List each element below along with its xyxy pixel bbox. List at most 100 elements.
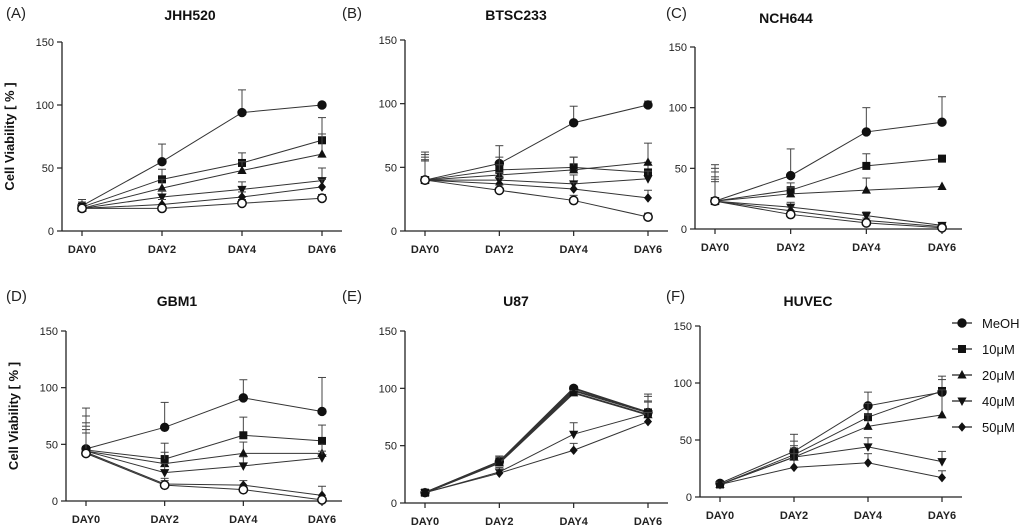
data-point: [569, 430, 579, 440]
series-line: [424, 161, 649, 181]
x-tick-label: DAY4: [852, 242, 881, 254]
y-tick-label: 50: [42, 163, 54, 175]
x-tick-label: DAY2: [776, 242, 804, 254]
panel-letter: (B): [342, 5, 362, 22]
data-point: [238, 462, 248, 471]
x-tick-label: DAY6: [928, 242, 956, 254]
series-1: [710, 96, 947, 206]
data-point: [237, 185, 247, 195]
y-tick-label: 100: [379, 99, 397, 111]
y-tick-label: 50: [46, 439, 58, 451]
y-tick-label: 50: [680, 435, 692, 447]
series-2: [78, 117, 326, 212]
series-3: [420, 142, 653, 184]
data-point: [938, 154, 946, 163]
x-tick-label: DAY0: [72, 514, 100, 526]
series-line: [424, 179, 649, 218]
series-line: [82, 197, 323, 209]
series-line: [85, 434, 323, 460]
data-point: [77, 203, 87, 214]
y-tick-label: 100: [379, 383, 397, 395]
x-tick-label: DAY6: [308, 244, 336, 256]
x-tick-label: DAY2: [150, 514, 178, 526]
data-point: [568, 195, 579, 206]
panel-letter: (A): [6, 5, 26, 22]
data-point: [157, 193, 167, 202]
panel-letter: (F): [666, 288, 685, 305]
y-tick-label: 150: [674, 321, 692, 333]
data-point: [710, 196, 720, 207]
y-tick-label: 100: [36, 100, 54, 112]
series-2: [716, 379, 946, 489]
data-point: [864, 458, 872, 468]
x-tick-label: DAY2: [485, 516, 513, 528]
y-tick-label: 150: [40, 326, 58, 338]
legend-label: 10μM: [982, 342, 1015, 357]
legend-marker: [957, 397, 967, 406]
chart-panel-huvec: (F) HUVEC 0 50 100 150 DAY0 DAY2 DAY4 DAY6: [666, 288, 962, 522]
series-6: [420, 160, 653, 222]
y-tick-label: 50: [385, 441, 397, 453]
data-point: [420, 175, 430, 186]
data-point: [569, 445, 578, 456]
data-point: [785, 209, 796, 220]
data-point: [237, 165, 247, 175]
data-point: [238, 484, 249, 495]
data-point: [238, 192, 246, 202]
series-6: [77, 193, 327, 214]
chart-title: JHH520: [164, 7, 216, 23]
series-4: [81, 425, 327, 478]
data-point: [318, 182, 326, 192]
data-point: [863, 421, 873, 430]
series-line: [81, 186, 323, 209]
series-line: [81, 104, 323, 207]
series-4: [715, 437, 947, 490]
data-point: [494, 185, 505, 196]
series-line: [714, 200, 943, 229]
series-line: [719, 391, 943, 484]
series-line: [85, 397, 323, 450]
data-point: [786, 188, 796, 198]
x-tick-label: DAY4: [228, 244, 257, 256]
series-line: [81, 153, 323, 209]
x-tick-label: DAY6: [928, 510, 956, 522]
y-axis-label: Cell Viability [ % ]: [2, 82, 17, 190]
data-point: [568, 118, 579, 128]
data-point: [937, 222, 947, 233]
data-point: [317, 100, 327, 110]
legend-item: 10μM: [952, 342, 1015, 357]
data-point: [938, 472, 946, 483]
series-3: [710, 171, 947, 205]
x-tick-label: DAY0: [706, 510, 734, 522]
data-point: [937, 181, 947, 191]
legend-item: 20μM: [952, 368, 1015, 383]
y-axis-label: Cell Viability [ % ]: [6, 362, 21, 470]
data-point: [81, 448, 91, 459]
y-tick-label: 0: [681, 224, 687, 236]
series-line: [85, 450, 322, 465]
series-line: [719, 446, 943, 485]
legend-item: 40μM: [952, 394, 1015, 409]
data-point: [237, 198, 247, 209]
legend-marker: [958, 422, 966, 432]
legend: MeOH 10μM 20μM 40μM 50μM: [952, 316, 1020, 435]
series-1: [715, 375, 947, 489]
series-line: [424, 179, 649, 199]
x-tick-label: DAY0: [701, 242, 729, 254]
data-point: [160, 469, 170, 478]
x-tick-label: DAY6: [634, 244, 662, 256]
chart-title: BTSC233: [485, 7, 547, 23]
chart-panel-u87: (E) U87 0 50 100 150 DAY0 DAY2 DAY4 DAY6: [342, 288, 668, 528]
series-line: [85, 451, 323, 496]
data-point: [157, 203, 167, 214]
chart-title: HUVEC: [783, 293, 832, 309]
data-point: [159, 422, 170, 433]
chart-panel-gbm1: (D) GBM1 0 50 100 150 DAY0 DAY2 DAY4 DAY6 Cell Via…: [6, 288, 342, 526]
x-tick-label: DAY2: [485, 244, 513, 256]
y-tick-label: 100: [40, 383, 58, 395]
legend-marker: [957, 370, 967, 379]
data-point: [569, 387, 579, 397]
series-line: [85, 450, 323, 474]
series-line: [424, 104, 649, 181]
data-point: [238, 393, 249, 403]
